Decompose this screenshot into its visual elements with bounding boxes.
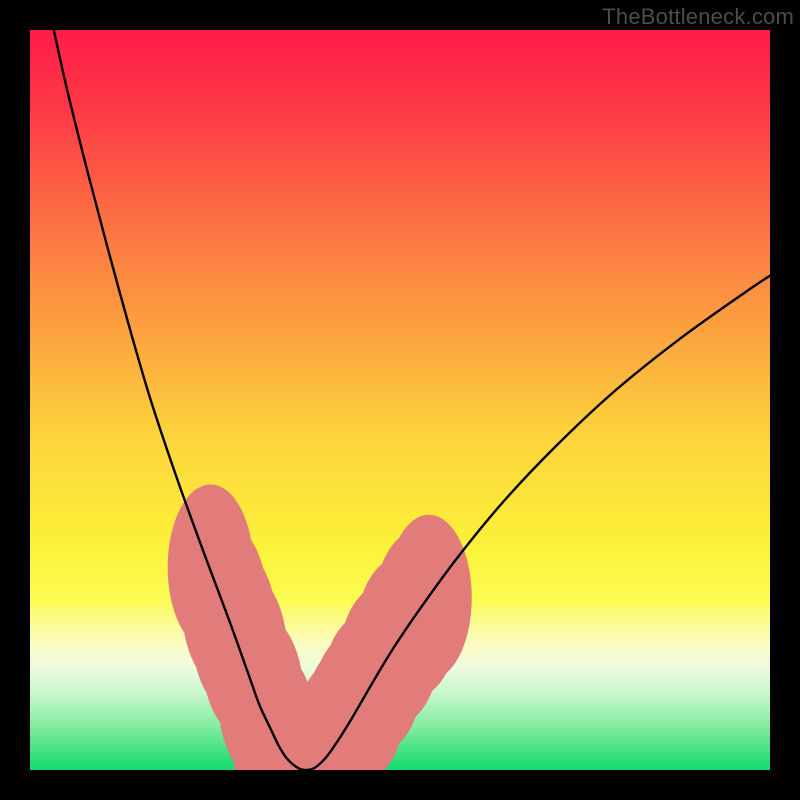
- plot-area: [30, 30, 770, 770]
- watermark-text: TheBottleneck.com: [602, 4, 794, 30]
- outer-frame: TheBottleneck.com: [0, 0, 800, 800]
- chart-svg: [30, 30, 770, 770]
